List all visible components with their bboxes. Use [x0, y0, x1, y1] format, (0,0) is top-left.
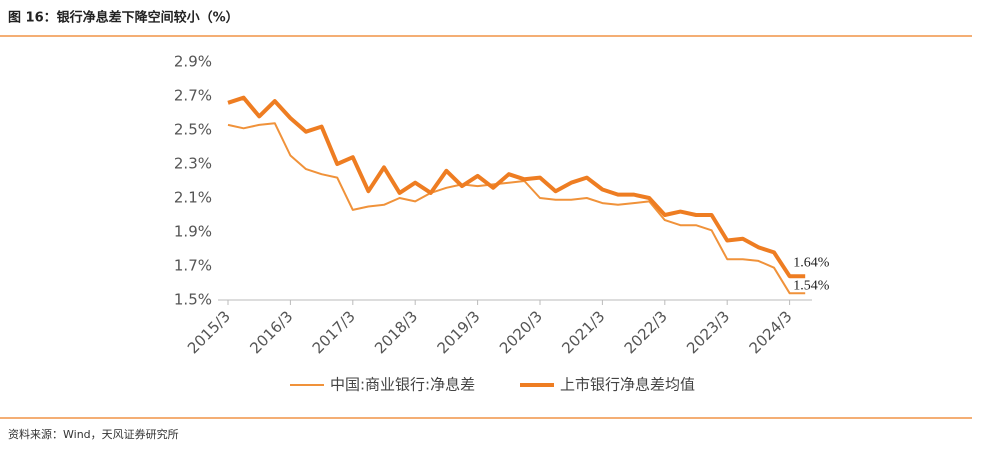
x-tick-label: 2022/3	[621, 307, 671, 357]
x-tick-label: 2024/3	[746, 307, 796, 357]
x-tick-label: 2017/3	[309, 307, 359, 357]
y-tick-label: 2.1%	[174, 189, 212, 207]
x-tick-label: 2015/3	[184, 307, 234, 357]
y-tick-label: 2.9%	[174, 53, 212, 71]
y-tick-label: 1.5%	[174, 291, 212, 309]
source: 资料来源：Wind，天风证券研究所	[8, 427, 179, 441]
chart-title: 图 16：银行净息差下降空间较小（%）	[8, 10, 239, 26]
legend-label: 中国:商业银行:净息差	[330, 376, 475, 394]
x-tick-label: 2018/3	[371, 307, 421, 357]
y-tick-label: 1.9%	[174, 223, 212, 241]
value-label: 1.64%	[793, 255, 830, 270]
value-label: 1.54%	[793, 278, 830, 293]
x-tick-label: 2019/3	[434, 307, 484, 357]
series-line	[227, 95, 806, 279]
x-tick-label: 2021/3	[558, 307, 608, 357]
x-tick-label: 2016/3	[246, 307, 296, 357]
x-tick-label: 2020/3	[496, 307, 546, 357]
series-line	[227, 122, 806, 295]
y-tick-label: 2.7%	[174, 87, 212, 105]
x-tick-label: 2023/3	[683, 307, 733, 357]
y-tick-label: 1.7%	[174, 257, 212, 275]
legend-label: 上市银行净息差均值	[560, 376, 695, 394]
y-tick-label: 2.5%	[174, 121, 212, 139]
y-tick-label: 2.3%	[174, 155, 212, 173]
